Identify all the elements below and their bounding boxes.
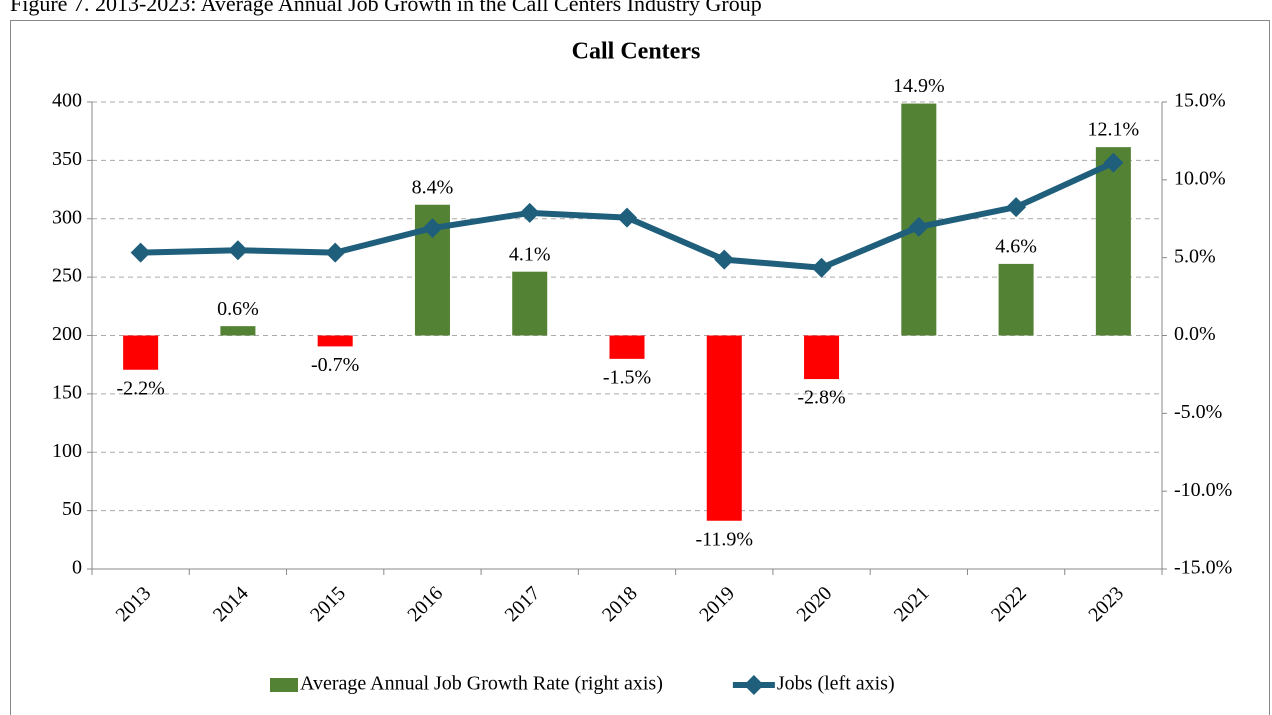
x-tick-label: 2015 [306, 582, 350, 626]
bar [609, 335, 645, 359]
marker [908, 216, 929, 237]
legend-swatch [270, 678, 298, 692]
data-label: -2.2% [116, 377, 164, 399]
y-tick-label: 350 [52, 148, 82, 170]
x-tick-label: 2016 [403, 582, 447, 626]
y2-tick-label: -10.0% [1174, 479, 1232, 501]
y-tick-label: 200 [52, 323, 82, 345]
y2-tick-label: 5.0% [1174, 245, 1216, 267]
y-tick-label: 100 [52, 440, 82, 462]
marker [617, 207, 637, 228]
legend-label: Average Annual Job Growth Rate (right ax… [300, 673, 663, 695]
y-tick-label: 0 [72, 557, 82, 579]
y-tick-label: 300 [52, 206, 82, 228]
bar [804, 335, 840, 380]
marker [811, 257, 832, 278]
x-tick-label: 2013 [112, 582, 156, 626]
x-tick-label: 2014 [209, 582, 253, 626]
y-tick-label: 150 [52, 381, 82, 403]
data-label: -1.5% [603, 366, 651, 388]
y2-tick-label: -5.0% [1174, 401, 1222, 423]
x-tick-label: 2019 [695, 582, 739, 626]
data-label: -2.8% [797, 387, 845, 409]
bar [317, 335, 353, 347]
y-tick-label: 400 [52, 90, 82, 112]
x-tick-label: 2018 [598, 582, 642, 626]
marker [1103, 152, 1124, 173]
data-label: 8.4% [412, 176, 454, 198]
bar [998, 263, 1034, 336]
chart-border [10, 20, 1270, 715]
data-label: 12.1% [1088, 119, 1140, 141]
y2-tick-label: -15.0% [1174, 557, 1232, 579]
data-label: 14.9% [893, 75, 945, 97]
marker [519, 202, 540, 223]
bar [512, 271, 548, 336]
data-label: 0.6% [217, 298, 259, 320]
legend-marker [743, 675, 764, 695]
figure-caption: Figure 7. 2013-2023: Average Annual Job … [10, 0, 762, 16]
marker [227, 240, 248, 261]
chart-title: Call Centers [572, 39, 701, 65]
bar [1095, 147, 1131, 336]
y-tick-label: 50 [62, 498, 82, 520]
marker [714, 249, 735, 270]
data-label: -0.7% [311, 354, 359, 376]
marker [422, 218, 443, 239]
marker [1006, 197, 1027, 218]
legend-label: Jobs (left axis) [777, 673, 895, 695]
marker [130, 242, 151, 263]
x-tick-label: 2022 [987, 582, 1031, 626]
x-tick-label: 2017 [501, 582, 545, 626]
y2-tick-label: 15.0% [1174, 90, 1226, 112]
y-tick-label: 250 [52, 265, 82, 287]
x-tick-label: 2020 [792, 582, 836, 626]
data-label: 4.6% [995, 235, 1037, 257]
marker [325, 242, 346, 263]
bar [706, 335, 742, 521]
x-tick-label: 2023 [1084, 582, 1128, 626]
x-tick-label: 2021 [890, 582, 934, 626]
data-label: 4.1% [509, 243, 551, 265]
y2-tick-label: 0.0% [1174, 323, 1216, 345]
data-label: -11.9% [695, 528, 753, 550]
bar [123, 335, 159, 370]
bar [220, 326, 256, 336]
y2-tick-label: 10.0% [1174, 167, 1226, 189]
